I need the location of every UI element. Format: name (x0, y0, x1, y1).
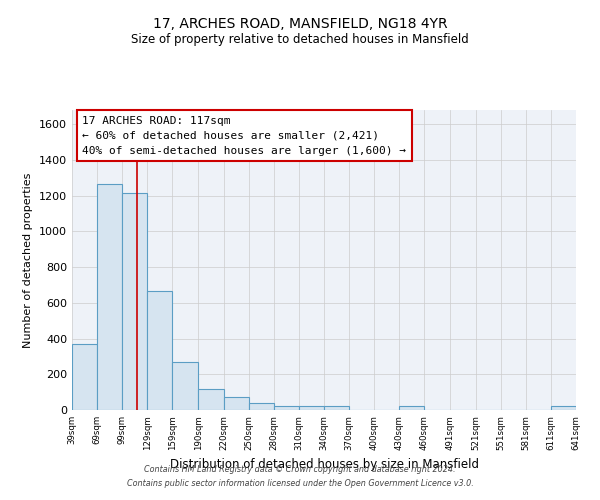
Bar (274, 406, 299, 410)
Y-axis label: Number of detached properties: Number of detached properties (23, 172, 34, 348)
Bar (400, 406, 424, 410)
Bar (224, 396, 248, 410)
Bar (551, 406, 576, 410)
Bar (72, 344, 97, 410)
Bar (199, 388, 224, 410)
Bar (122, 192, 148, 410)
Bar (172, 362, 199, 410)
Text: 17, ARCHES ROAD, MANSFIELD, NG18 4YR: 17, ARCHES ROAD, MANSFIELD, NG18 4YR (152, 18, 448, 32)
Bar (97, 184, 122, 410)
Bar (248, 403, 274, 410)
Text: Contains HM Land Registry data © Crown copyright and database right 2024.
Contai: Contains HM Land Registry data © Crown c… (127, 466, 473, 487)
Bar (148, 291, 172, 410)
Text: 17 ARCHES ROAD: 117sqm
← 60% of detached houses are smaller (2,421)
40% of semi-: 17 ARCHES ROAD: 117sqm ← 60% of detached… (82, 116, 406, 156)
X-axis label: Distribution of detached houses by size in Mansfield: Distribution of detached houses by size … (170, 458, 479, 471)
Bar (324, 406, 349, 410)
Text: Size of property relative to detached houses in Mansfield: Size of property relative to detached ho… (131, 32, 469, 46)
Bar (299, 406, 324, 410)
